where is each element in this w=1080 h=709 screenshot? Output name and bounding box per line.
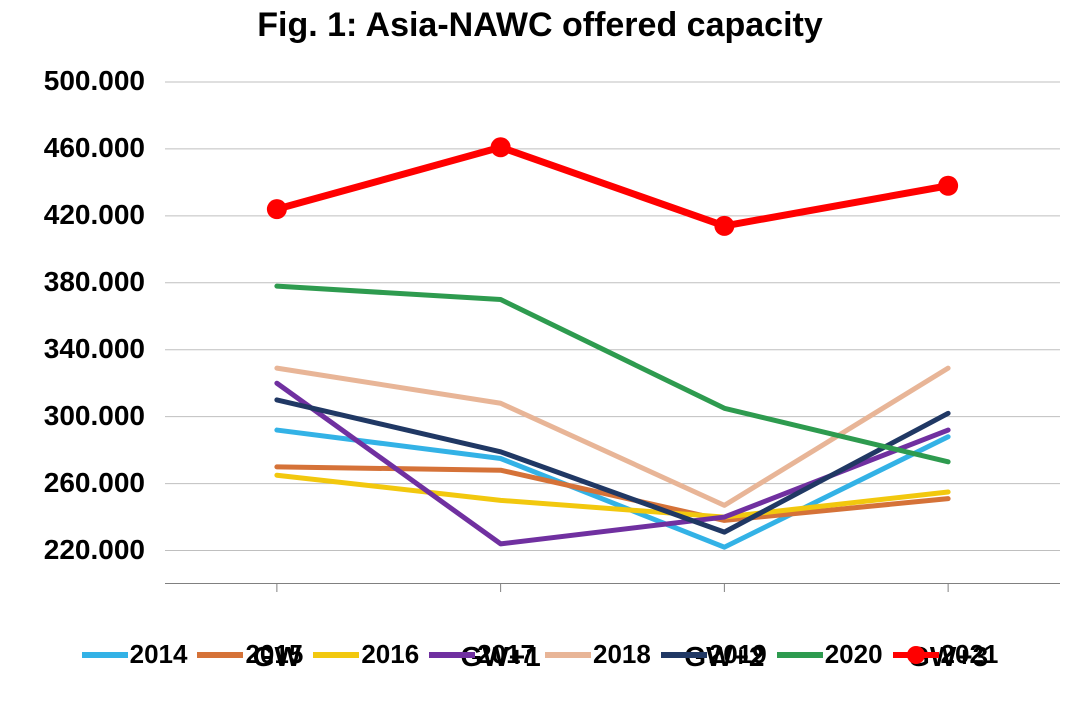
legend-item-2018: 2018 — [545, 639, 651, 670]
series-marker-2021 — [714, 216, 734, 236]
y-tick-label: 340.000 — [0, 333, 145, 365]
legend-swatch-icon — [429, 645, 475, 665]
legend-label: 2014 — [130, 639, 188, 670]
y-tick-label: 500.000 — [0, 65, 145, 97]
legend: 2014 2015 2016 2017 2018 2019 2020 2021 — [0, 639, 1080, 670]
legend-item-2019: 2019 — [661, 639, 767, 670]
legend-label: 2020 — [825, 639, 883, 670]
y-tick-label: 420.000 — [0, 199, 145, 231]
legend-swatch-icon — [82, 645, 128, 665]
legend-item-2020: 2020 — [777, 639, 883, 670]
legend-swatch-icon — [545, 645, 591, 665]
legend-swatch-icon — [893, 645, 939, 665]
y-tick-label: 220.000 — [0, 534, 145, 566]
legend-label: 2016 — [361, 639, 419, 670]
y-tick-label: 260.000 — [0, 467, 145, 499]
legend-swatch-icon — [197, 645, 243, 665]
legend-item-2014: 2014 — [82, 639, 188, 670]
legend-item-2017: 2017 — [429, 639, 535, 670]
y-tick-label: 300.000 — [0, 400, 145, 432]
series-marker-2021 — [267, 199, 287, 219]
legend-item-2021: 2021 — [893, 639, 999, 670]
legend-item-2015: 2015 — [197, 639, 303, 670]
chart-title: Fig. 1: Asia-NAWC offered capacity — [0, 0, 1080, 45]
legend-swatch-icon — [661, 645, 707, 665]
y-tick-label: 380.000 — [0, 266, 145, 298]
legend-label: 2015 — [245, 639, 303, 670]
legend-label: 2021 — [941, 639, 999, 670]
legend-swatch-icon — [777, 645, 823, 665]
plot-area — [165, 82, 1060, 594]
series-line-2021 — [277, 147, 948, 226]
legend-label: 2019 — [709, 639, 767, 670]
chart-container: Fig. 1: Asia-NAWC offered capacity 220.0… — [0, 0, 1080, 709]
series-line-2020 — [277, 286, 948, 462]
series-line-2017 — [277, 383, 948, 544]
series-marker-2021 — [491, 137, 511, 157]
legend-item-2016: 2016 — [313, 639, 419, 670]
legend-swatch-icon — [313, 645, 359, 665]
legend-label: 2018 — [593, 639, 651, 670]
series-marker-2021 — [938, 176, 958, 196]
legend-label: 2017 — [477, 639, 535, 670]
y-tick-label: 460.000 — [0, 132, 145, 164]
